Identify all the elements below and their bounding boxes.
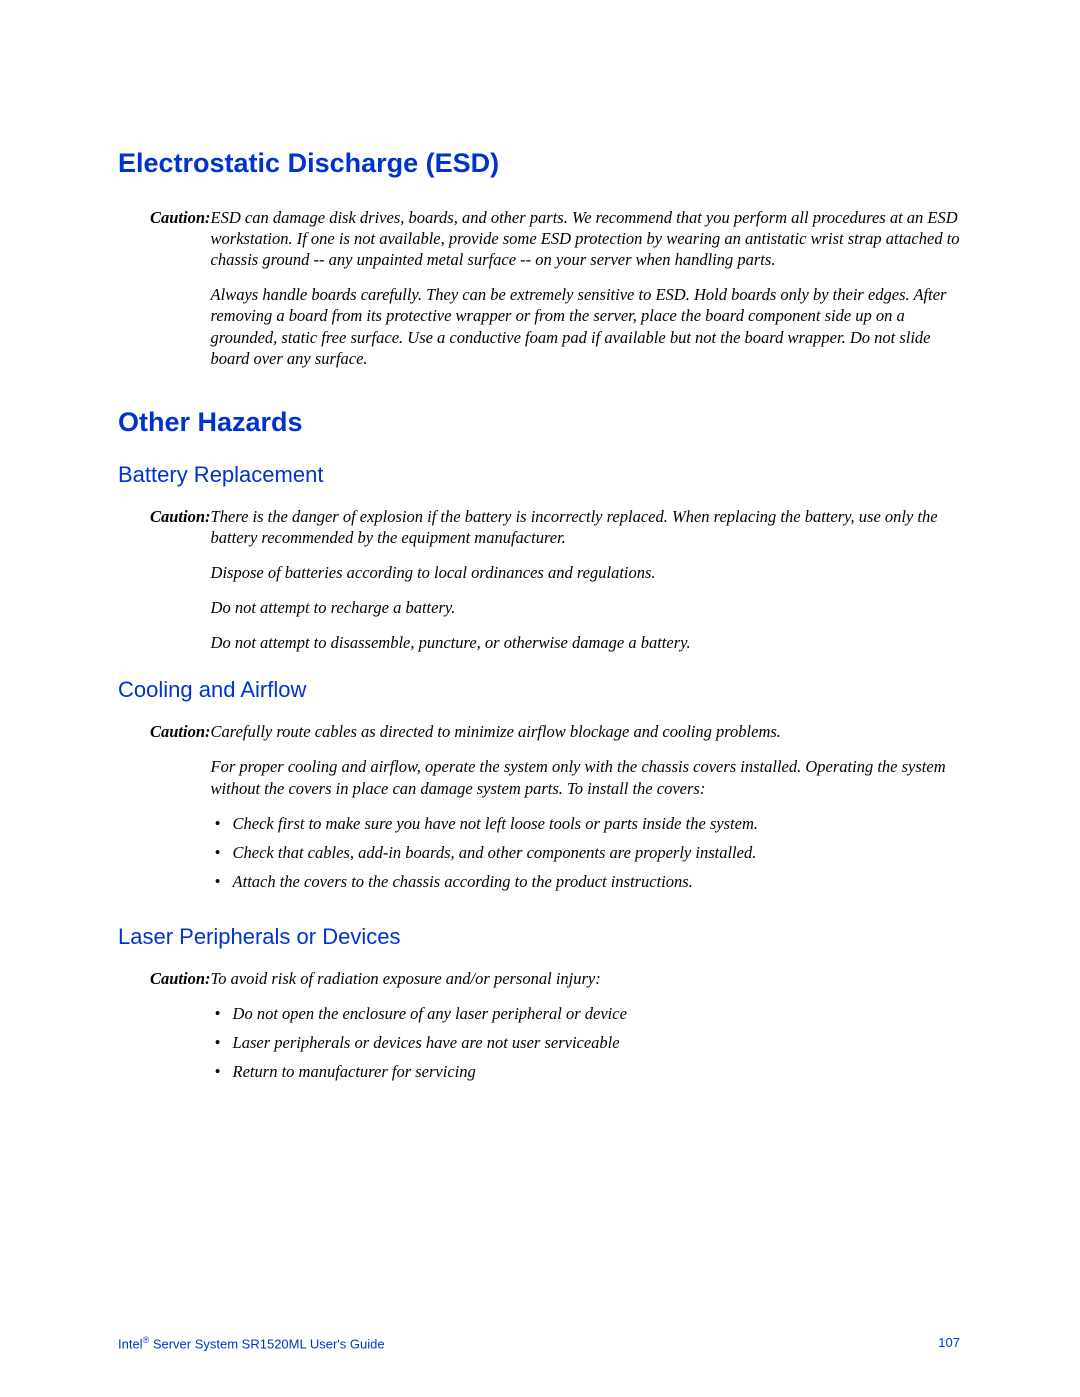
battery-para2: Dispose of batteries according to local … [211, 562, 960, 583]
heading-esd: Electrostatic Discharge (ESD) [118, 148, 960, 179]
list-item: Do not open the enclosure of any laser p… [233, 1003, 960, 1024]
esd-para1: ESD can damage disk drives, boards, and … [211, 207, 960, 270]
cooling-para2: For proper cooling and airflow, operate … [211, 756, 960, 798]
laser-bullets: Do not open the enclosure of any laser p… [211, 1003, 960, 1082]
caution-label: Caution: [118, 968, 211, 989]
esd-para2: Always handle boards carefully. They can… [211, 284, 960, 368]
list-item: Return to manufacturer for servicing [233, 1061, 960, 1082]
battery-para4: Do not attempt to disassemble, puncture,… [211, 632, 960, 653]
subheading-laser: Laser Peripherals or Devices [118, 924, 960, 950]
list-item: Attach the covers to the chassis accordi… [233, 871, 960, 892]
footer-prefix: Intel [118, 1336, 143, 1351]
list-item: Laser peripherals or devices have are no… [233, 1032, 960, 1053]
cooling-bullets: Check first to make sure you have not le… [211, 813, 960, 892]
subheading-cooling: Cooling and Airflow [118, 677, 960, 703]
list-item: Check that cables, add-in boards, and ot… [233, 842, 960, 863]
battery-para1: There is the danger of explosion if the … [211, 506, 960, 548]
caution-cooling: Caution: Carefully route cables as direc… [118, 721, 960, 900]
caution-laser: Caution: To avoid risk of radiation expo… [118, 968, 960, 1090]
heading-other-hazards: Other Hazards [118, 407, 960, 438]
list-item: Check first to make sure you have not le… [233, 813, 960, 834]
caution-body: ESD can damage disk drives, boards, and … [211, 207, 960, 369]
caution-battery: Caution: There is the danger of explosio… [118, 506, 960, 654]
battery-para3: Do not attempt to recharge a battery. [211, 597, 960, 618]
cooling-para1: Carefully route cables as directed to mi… [211, 721, 960, 742]
laser-para1: To avoid risk of radiation exposure and/… [211, 968, 960, 989]
caution-body: There is the danger of explosion if the … [211, 506, 960, 654]
page-footer: Intel® Server System SR1520ML User's Gui… [118, 1335, 960, 1351]
caution-body: To avoid risk of radiation exposure and/… [211, 968, 960, 1090]
caution-body: Carefully route cables as directed to mi… [211, 721, 960, 900]
page-number: 107 [938, 1335, 960, 1351]
footer-suffix: Server System SR1520ML User's Guide [149, 1336, 384, 1351]
caution-label: Caution: [118, 721, 211, 742]
caution-esd: Caution: ESD can damage disk drives, boa… [118, 207, 960, 369]
footer-title: Intel® Server System SR1520ML User's Gui… [118, 1335, 385, 1351]
subheading-battery: Battery Replacement [118, 462, 960, 488]
caution-label: Caution: [118, 207, 211, 228]
caution-label: Caution: [118, 506, 211, 527]
